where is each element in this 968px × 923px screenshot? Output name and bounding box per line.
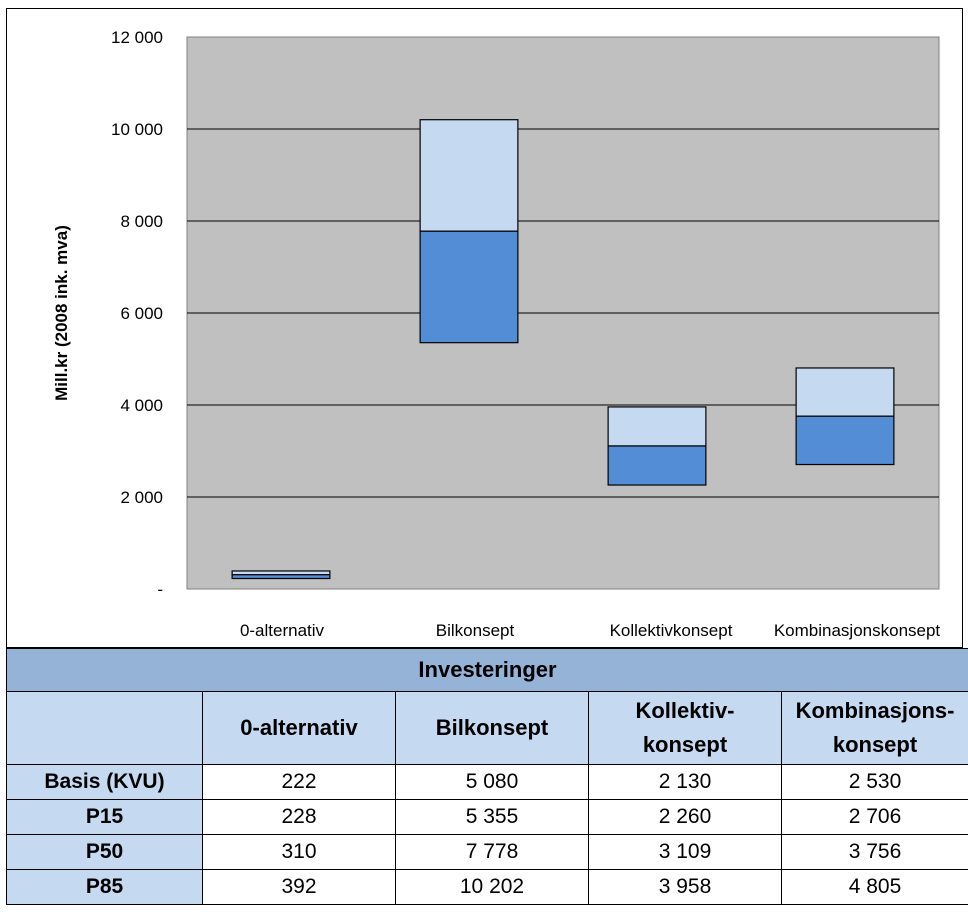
x-tick-label: Kombinasjonskonsept (774, 621, 941, 640)
table-cell: 228 (202, 799, 396, 835)
investment-table: Investeringer 0-alternativ Bilkonsept Ko… (5, 648, 968, 905)
row-header: P15 (6, 799, 203, 835)
table-cell: 3 958 (588, 869, 782, 905)
x-axis-ticks: 0-alternativ Bilkonsept Kollektivkonsept Ko… (240, 621, 940, 640)
row-header: P85 (6, 869, 203, 905)
table-header-row: 0-alternativ Bilkonsept Kollektiv-konsep… (6, 691, 968, 765)
x-tick-label: Kollektivkonsept (610, 621, 733, 640)
row-header: P50 (6, 834, 203, 870)
table-cell: 4 805 (780, 869, 968, 905)
y-tick-label: 2 000 (120, 488, 163, 507)
x-tick-label: 0-alternativ (240, 621, 325, 640)
table-cell: 5 355 (395, 799, 589, 835)
table-cell: 3 109 (588, 834, 782, 870)
column-header: Bilkonsept (395, 691, 589, 765)
x-tick-label: Bilkonsept (436, 621, 515, 640)
range-boxes (231, 119, 895, 580)
lower-range-box (231, 574, 331, 580)
table-cell: 10 202 (395, 869, 589, 905)
lower-range-box (607, 445, 707, 486)
table-cell: 7 778 (395, 834, 589, 870)
row-header: Basis (KVU) (6, 764, 203, 800)
upper-range-box (419, 119, 519, 232)
y-tick-label: 12 000 (111, 28, 163, 47)
table-title: Investeringer (5, 648, 968, 692)
table-row: Basis (KVU) 222 5 080 2 130 2 530 (6, 764, 968, 800)
table-cell: 222 (202, 764, 396, 800)
column-header: Kombinasjons-konsept (780, 691, 968, 765)
y-tick-label: - (157, 580, 163, 599)
y-axis-label: Mill.kr (2008 ink. mva) (52, 225, 71, 401)
table-cell: 3 756 (780, 834, 968, 870)
corner-cell (6, 691, 203, 765)
table-cell: 310 (202, 834, 396, 870)
table-row: P85 392 10 202 3 958 4 805 (6, 869, 968, 905)
y-tick-label: 6 000 (120, 304, 163, 323)
table-cell: 2 706 (780, 799, 968, 835)
table-cell: 5 080 (395, 764, 589, 800)
column-header: 0-alternativ (202, 691, 396, 765)
upper-range-box (607, 406, 707, 447)
table-cell: 392 (202, 869, 396, 905)
table-cell: 2 130 (588, 764, 782, 800)
table-cell: 2 260 (588, 799, 782, 835)
upper-range-box (795, 367, 895, 417)
y-tick-label: 4 000 (120, 396, 163, 415)
column-header: Kollektiv-konsept (588, 691, 782, 765)
y-tick-label: 8 000 (120, 212, 163, 231)
lower-range-box (795, 415, 895, 466)
lower-range-box (419, 230, 519, 344)
chart-container: - 2 000 4 000 6 000 8 000 10 000 12 000 0-alte… (6, 8, 963, 648)
table-cell: 2 530 (780, 764, 968, 800)
table-row: P15 228 5 355 2 260 2 706 (6, 799, 968, 835)
table-row: P50 310 7 778 3 109 3 756 (6, 834, 968, 870)
y-tick-label: 10 000 (111, 120, 163, 139)
range-chart: - 2 000 4 000 6 000 8 000 10 000 12 000 0-alte… (52, 28, 940, 640)
y-axis-ticks: - 2 000 4 000 6 000 8 000 10 000 12 000 (111, 28, 163, 599)
